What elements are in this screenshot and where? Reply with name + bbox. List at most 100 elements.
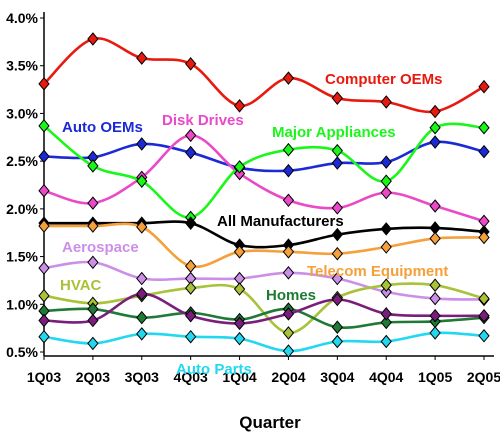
disk-drives-line [43,134,485,223]
telecom-equipment-point [380,240,392,254]
auto-oems-line [43,140,485,173]
series-10-line [43,292,485,325]
disk-drives-point [429,199,441,213]
x-tick-label: 3Q03 [125,369,159,385]
auto-parts-point [331,334,343,349]
computer-oems-point [185,57,197,71]
x-axis-title: Quarter [239,413,301,432]
series-10-point [233,316,246,331]
hvac-label: HVAC [60,277,102,294]
computer-oems-point [136,51,148,65]
auto-oems-point [185,145,197,160]
aerospace-line [43,260,485,301]
aerospace-point [38,261,50,275]
telecom-equipment-point [331,246,343,261]
major-appliances-point [136,174,148,188]
auto-parts-line [43,331,485,353]
disk-drives-point [185,128,197,143]
disk-drives-label: Disk Drives [162,112,244,129]
x-tick-label: 2Q03 [76,369,110,385]
auto-parts-point [429,326,441,340]
auto-oems-point [136,137,148,151]
auto-oems-point [380,155,392,169]
homes-point [136,310,148,325]
telecom-equipment-label: Telecom Equipment [307,263,448,280]
all-manufacturers-point [185,216,197,230]
homes-label: Homes [266,287,316,304]
disk-drives-point [87,196,99,210]
all-manufacturers-label: All Manufacturers [217,213,344,230]
major-appliances-point [429,120,441,135]
y-tick-label: 2.0% [6,201,38,217]
auto-oems-point [38,149,50,164]
telecom-equipment-point [478,230,490,245]
hvac-point [478,291,490,306]
telecom-equipment-point [282,245,295,259]
series-markers [38,32,490,358]
computer-oems-point [331,91,343,105]
telecom-equipment-line [43,222,485,269]
auto-parts-point [478,328,490,343]
auto-oems-point [429,135,441,149]
computer-oems-point [429,104,441,119]
auto-oems-point [282,163,295,178]
series-10-point [331,292,343,307]
computer-oems-point [87,32,99,46]
auto-parts-point [87,336,99,351]
aerospace-point [87,255,99,270]
auto-parts-point [38,329,50,344]
computer-oems-point [38,77,50,91]
x-tick-label: 1Q03 [27,369,61,385]
series-10-point [38,313,50,328]
major-appliances-label: Major Appliances [272,124,396,141]
y-tick-label: 1.0% [6,296,38,312]
auto-oems-label: Auto OEMs [62,119,143,136]
auto-parts-label: Auto Parts [176,361,252,378]
x-tick-label: 4Q04 [369,369,403,385]
series-lines [43,37,485,353]
aerospace-point [331,271,343,286]
hvac-point [380,278,392,292]
major-appliances-point [478,120,490,135]
telecom-equipment-point [233,245,246,259]
disk-drives-point [380,185,392,200]
y-tick-label: 2.5% [6,153,38,169]
hvac-point [38,288,50,303]
aerospace-point [429,291,441,306]
axes: 0.5% 1.0% 1.5% 2.0% 2.5% 3.0% 3.5% 4.0% 1Q03 2Q03… [6,10,500,385]
series-10-point [429,308,441,323]
x-tick-label: 4Q03 [174,369,208,385]
computer-oems-label: Computer OEMs [325,71,443,88]
series-10-point [136,287,148,301]
major-appliances-point [331,143,343,158]
aerospace-label: Aerospace [62,239,139,256]
all-manufacturers-point [380,222,392,236]
telecom-equipment-point [185,259,197,273]
hvac-line [43,282,485,335]
computer-oems-point [380,95,392,109]
auto-parts-point [233,331,246,346]
auto-oems-point [478,144,490,159]
auto-parts-point [282,344,295,358]
y-tick-label: 3.0% [6,105,38,121]
disk-drives-point [282,193,295,208]
series-10-point [87,313,99,328]
auto-oems-point [331,156,343,170]
telecom-equipment-point [429,231,441,246]
y-tick-label: 4.0% [6,10,38,26]
telecom-equipment-point [136,220,148,234]
x-tick-label: 1Q05 [418,369,452,385]
major-appliances-point [380,174,392,188]
aerospace-point [282,266,295,280]
major-appliances-point [38,119,50,133]
series-10-point [478,308,490,323]
series-labels: Computer OEMs Auto OEMs Disk Drives Major A… [60,71,448,378]
disk-drives-point [331,201,343,215]
x-tick-label: 3Q04 [320,369,354,385]
series-10-point [380,307,392,321]
major-appliances-point [87,159,99,173]
series-10-point [282,307,295,321]
computer-oems-line [43,37,485,114]
